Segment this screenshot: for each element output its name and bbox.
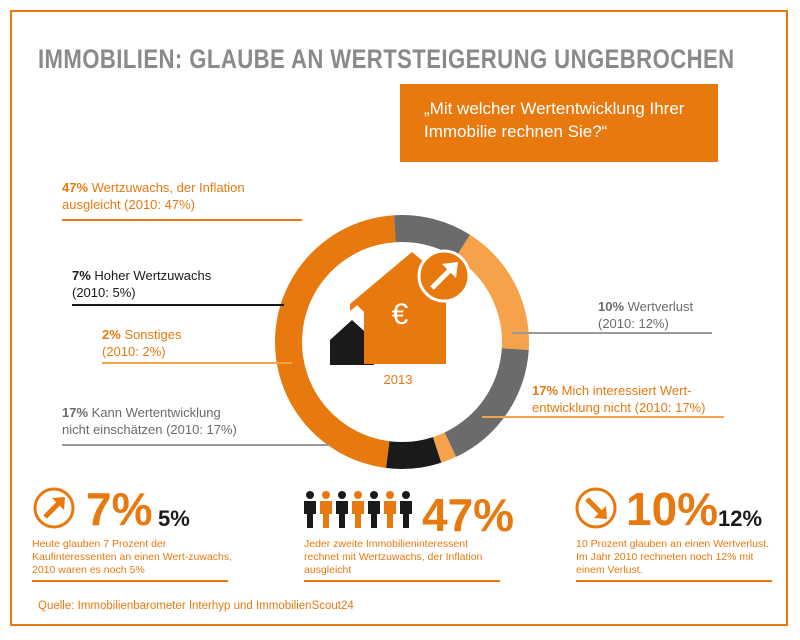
stat-small-value: 5%	[158, 506, 190, 531]
label-nicht-einschaetzen: 17% Kann Wertentwicklung nicht einschätze…	[62, 405, 237, 437]
rising-arrow-icon	[33, 487, 75, 529]
divider	[32, 580, 228, 582]
euro-icon: €	[392, 298, 409, 331]
stat-big-value: 10%	[626, 483, 719, 535]
stat-description: Heute glauben 7 Prozent der Kaufinteress…	[32, 538, 233, 576]
people-icons	[304, 491, 412, 528]
page-title: IMMOBILIEN: GLAUBE AN WERTSTEIGERUNG UNG…	[38, 44, 735, 74]
donut-slice	[274, 215, 396, 468]
leader-line	[72, 304, 284, 306]
person-icon	[320, 491, 332, 528]
stat-small-value: 12%	[718, 506, 763, 531]
stat-description: 10 Prozent glauben an einen Wertverlust.…	[576, 538, 770, 576]
divider	[576, 580, 772, 582]
donut-slice	[444, 348, 529, 457]
stat-big-value: 7%	[86, 483, 153, 535]
label-wertverlust: 10% Wertverlust (2010: 12%)	[598, 299, 694, 331]
leader-line	[482, 416, 724, 418]
label-hoher-wertzuwachs: 7% Hoher Wertzuwachs (2010: 5%)	[72, 268, 212, 300]
person-icon	[336, 491, 348, 528]
person-icon	[368, 491, 380, 528]
rising-arrow-icon	[417, 249, 471, 303]
source-note: Quelle: Immobilienbarometer Interhyp und…	[38, 600, 354, 612]
leader-line	[62, 219, 302, 221]
falling-arrow-icon	[575, 487, 617, 529]
stat-big-value: 47%	[422, 489, 515, 541]
person-icon	[400, 491, 412, 528]
year-label: 2013	[384, 372, 413, 387]
label-inflation: 47% Wertzuwachs, der Inflation ausgleicht…	[62, 180, 245, 212]
question-box: „Mit welcher Wertentwicklung Ihrer Immob…	[400, 84, 718, 162]
donut-slice	[432, 432, 457, 463]
infographic-frame: IMMOBILIEN: GLAUBE AN WERTSTEIGERUNG UNG…	[10, 10, 788, 626]
label-nicht-interessiert: 17% Mich interessiert Wert-entwicklung n…	[532, 383, 706, 415]
person-icon	[304, 491, 316, 528]
leader-line	[512, 332, 712, 334]
divider	[304, 580, 500, 582]
donut-chart: € 2013	[274, 215, 529, 469]
label-sonstiges: 2% Sonstiges (2010: 2%)	[102, 327, 182, 359]
person-icon	[352, 491, 364, 528]
leader-line	[102, 362, 292, 364]
donut-slice	[394, 215, 471, 258]
donut-slice	[386, 437, 442, 469]
person-icon	[384, 491, 396, 528]
donut-slice	[455, 234, 529, 350]
leader-line	[62, 444, 330, 446]
stat-description: Jeder zweite Immobilieninteressent rechn…	[304, 538, 483, 576]
